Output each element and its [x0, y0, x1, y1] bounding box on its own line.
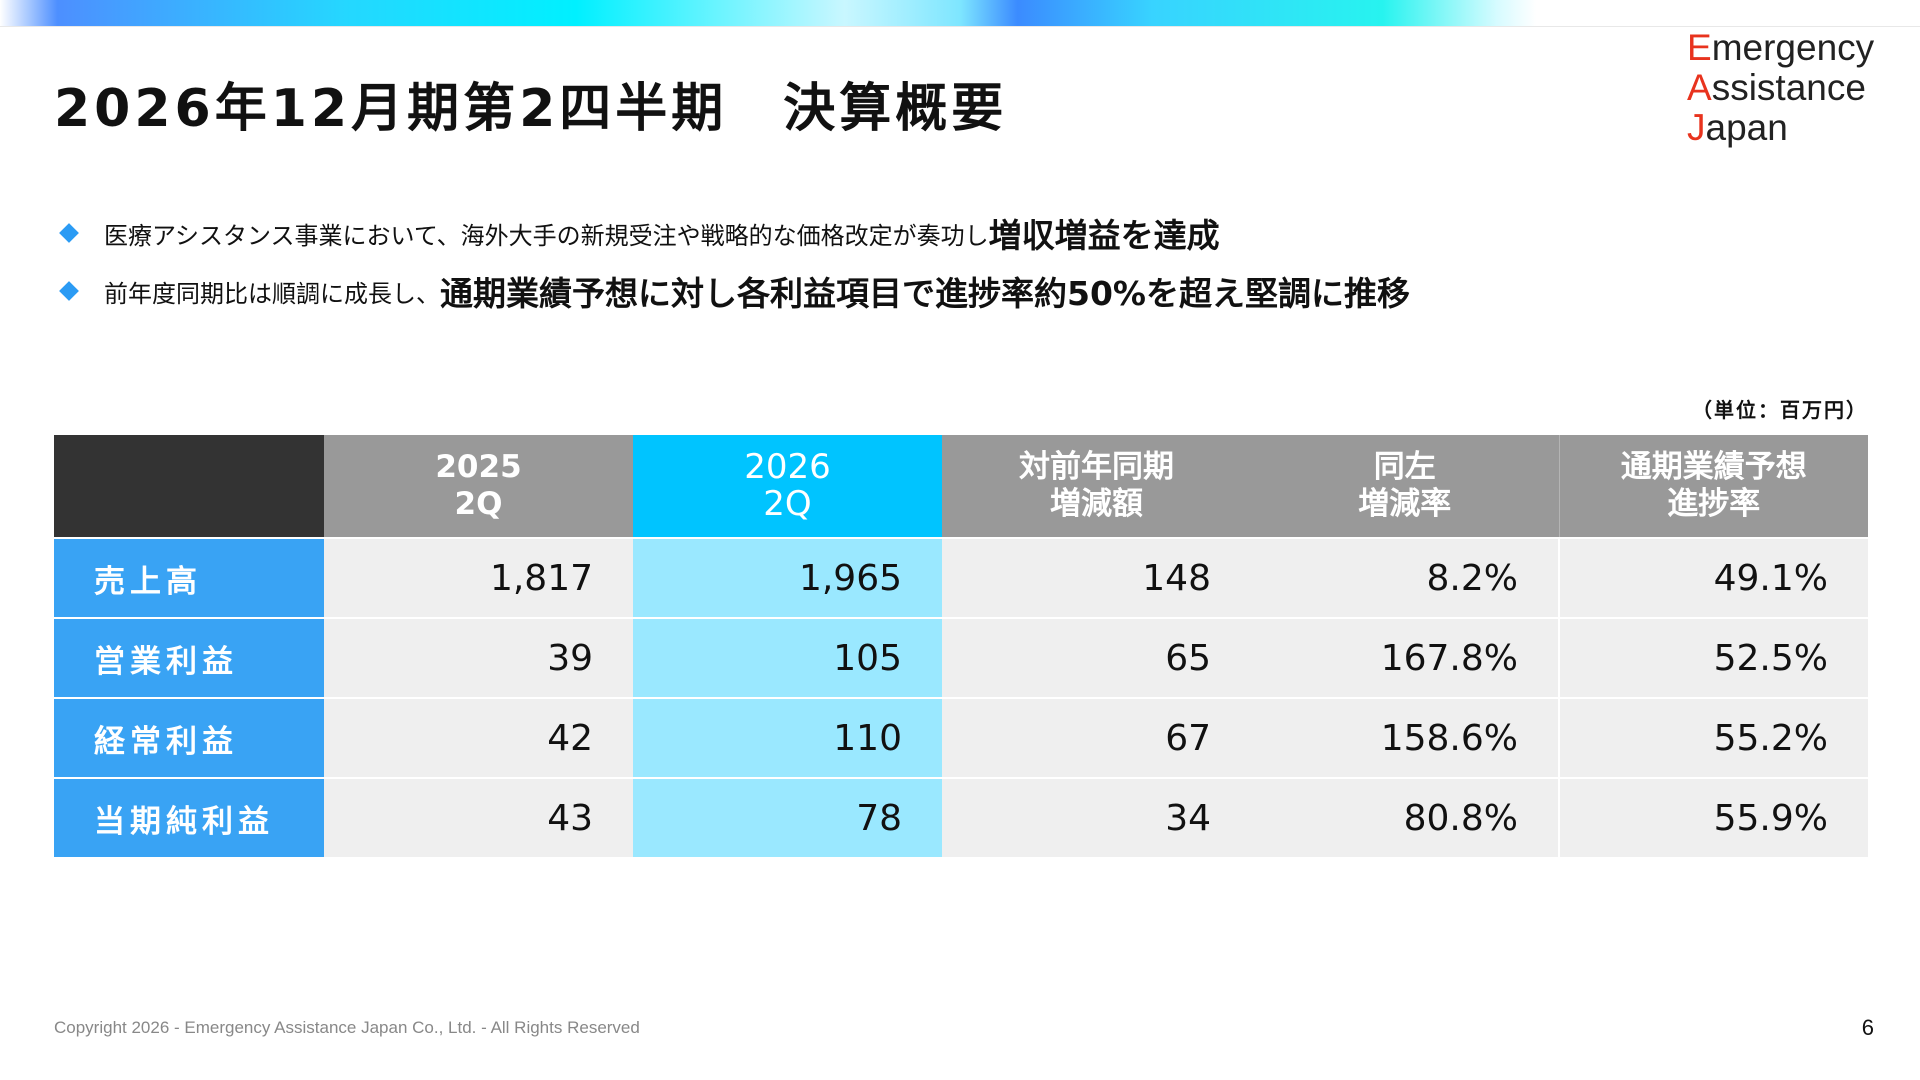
table-row: 売上高 1,817 1,965 148 8.2% 49.1%: [54, 537, 1868, 618]
table-cell: 52.5%: [1558, 617, 1868, 698]
table-cell: 67: [942, 697, 1251, 778]
table-cell-highlight: 78: [633, 777, 942, 857]
row-label: 営業利益: [54, 617, 324, 698]
column-header-highlight: 2026 2Q: [633, 435, 942, 538]
table-cell: 34: [942, 777, 1251, 857]
page-number: 6: [1861, 1015, 1874, 1040]
table-cell: 43: [324, 777, 633, 857]
copyright-notice: Copyright 2026 - Emergency Assistance Ja…: [54, 1018, 640, 1037]
table-cell-highlight: 1,965: [633, 537, 942, 618]
column-header: 2025 2Q: [324, 435, 633, 538]
company-logo: Emergency Assistance Japan: [1687, 28, 1874, 148]
table-cell: 42: [324, 697, 633, 778]
table-cell: 158.6%: [1251, 697, 1559, 778]
table-corner-cell: [54, 435, 324, 538]
top-divider: [0, 26, 1920, 27]
diamond-bullet-icon: [59, 281, 79, 301]
bullet-item: 医療アシスタンス事業において、海外大手の新規受注や戦略的な価格改定が奏功し 増収…: [58, 204, 1410, 262]
top-gradient-bar: [0, 0, 1920, 26]
table-cell: 39: [324, 617, 633, 698]
bullet-item: 前年度同期比は順調に成長し、 通期業績予想に対し各利益項目で進捗率約50%を超え…: [58, 262, 1410, 320]
logo-line-1: Emergency: [1687, 27, 1875, 68]
column-header: 通期業績予想 進捗率: [1558, 435, 1868, 538]
table-cell-highlight: 105: [633, 617, 942, 698]
summary-bullets: 医療アシスタンス事業において、海外大手の新規受注や戦略的な価格改定が奏功し 増収…: [58, 204, 1410, 320]
diamond-bullet-icon: [59, 223, 79, 243]
table-cell: 8.2%: [1251, 537, 1559, 618]
table-header-row: 2025 2Q 2026 2Q 対前年同期 増減額 同左 増減率 通期業績予想 進捗率: [54, 435, 1868, 538]
table-cell: 148: [942, 537, 1251, 618]
logo-line-3: Japan: [1687, 107, 1788, 148]
row-label: 経常利益: [54, 697, 324, 778]
logo-line-2: Assistance: [1687, 67, 1866, 108]
row-label: 売上高: [54, 537, 324, 618]
table-cell: 1,817: [324, 537, 633, 618]
row-label: 当期純利益: [54, 777, 324, 857]
column-header: 対前年同期 増減額: [942, 435, 1251, 538]
table-row: 当期純利益 43 78 34 80.8% 55.9%: [54, 777, 1868, 857]
table-cell: 80.8%: [1251, 777, 1559, 857]
table-cell-highlight: 110: [633, 697, 942, 778]
column-header: 同左 増減率: [1251, 435, 1559, 538]
bullet-emphasis: 増収増益を達成: [988, 216, 1220, 255]
table-row: 経常利益 42 110 67 158.6% 55.2%: [54, 697, 1868, 778]
table-cell: 49.1%: [1558, 537, 1868, 618]
bullet-text: 医療アシスタンス事業において、海外大手の新規受注や戦略的な価格改定が奏功し: [104, 221, 989, 250]
unit-note: （単位：百万円）: [1692, 398, 1868, 422]
financial-summary-table: 2025 2Q 2026 2Q 対前年同期 増減額 同左 増減率 通期業績予想 進捗率 売…: [54, 435, 1868, 857]
table-row: 営業利益 39 105 65 167.8% 52.5%: [54, 617, 1868, 698]
table-cell: 55.2%: [1558, 697, 1868, 778]
page-title: 2026年12月期第2四半期 決算概要: [54, 79, 1008, 139]
table-cell: 65: [942, 617, 1251, 698]
bullet-text: 前年度同期比は順調に成長し、: [104, 279, 440, 308]
table-cell: 55.9%: [1558, 777, 1868, 857]
bullet-emphasis: 通期業績予想に対し各利益項目で進捗率約50%を超え堅調に推移: [440, 274, 1410, 313]
table-cell: 167.8%: [1251, 617, 1559, 698]
